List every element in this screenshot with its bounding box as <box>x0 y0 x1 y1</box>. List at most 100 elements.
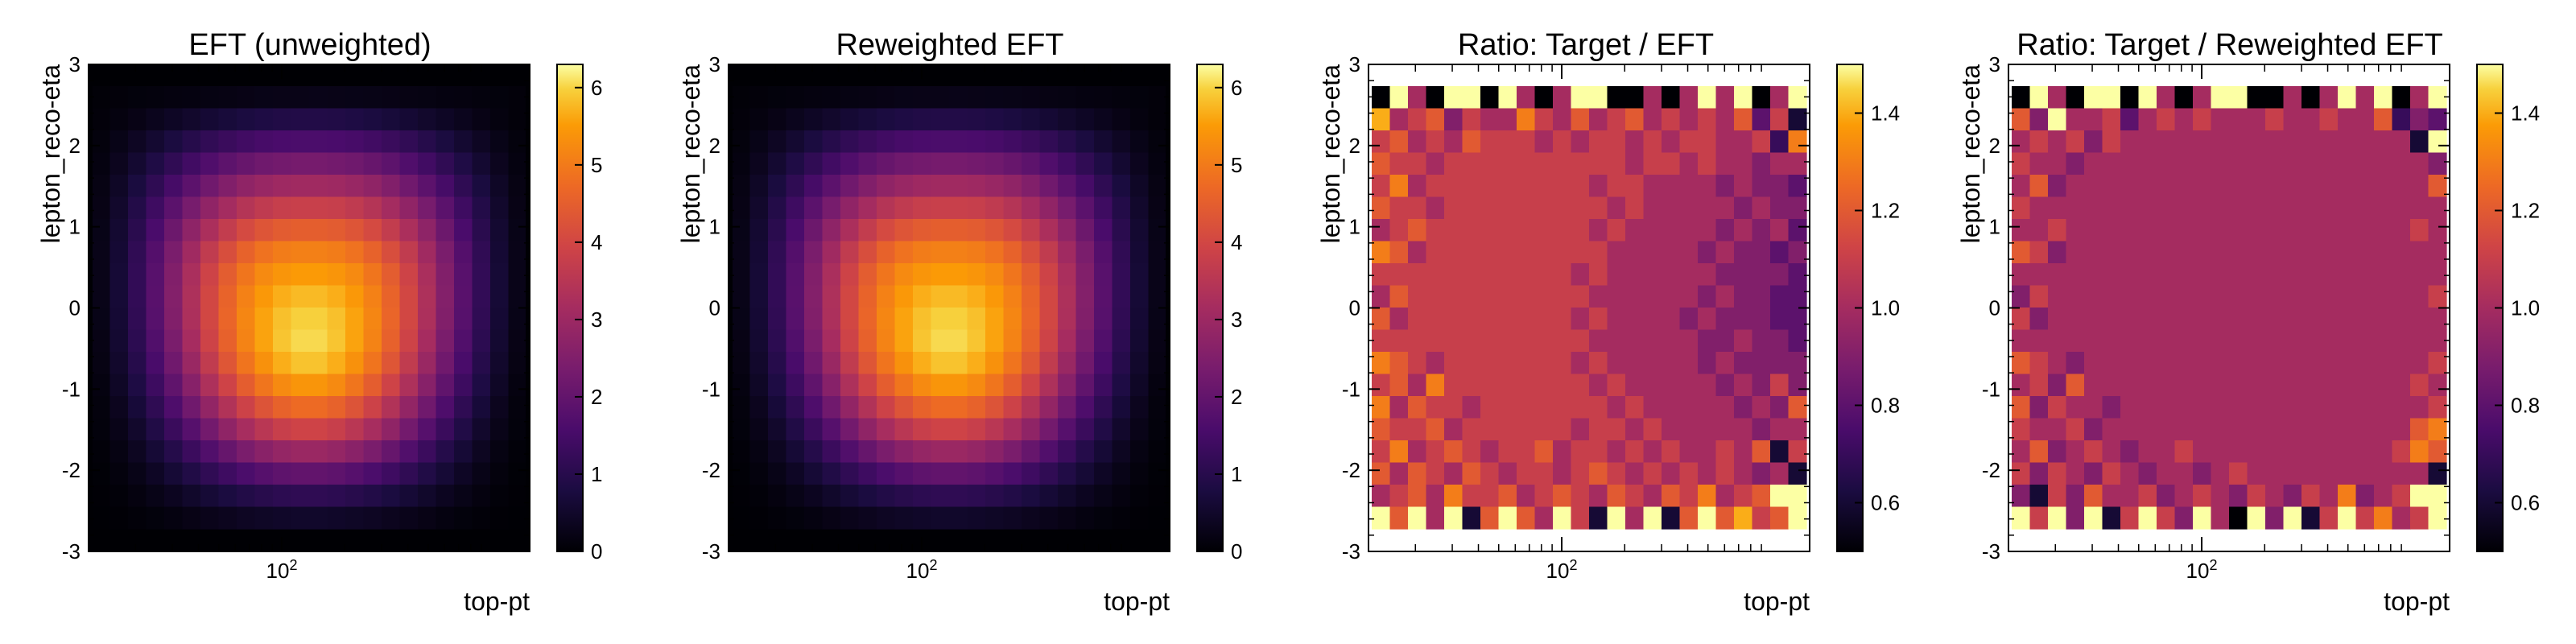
heatmap-cell <box>146 308 165 331</box>
heatmap-cell <box>1408 352 1427 375</box>
heatmap-cell <box>2138 285 2157 308</box>
heatmap-cell <box>2283 374 2302 397</box>
colorbar-tick-label: 4 <box>1231 230 1242 254</box>
heatmap-cell <box>2229 241 2248 264</box>
heatmap-cell <box>985 462 1005 485</box>
heatmap-cell <box>1679 285 1699 308</box>
heatmap-cell <box>2120 352 2140 375</box>
heatmap-cell <box>2247 196 2266 220</box>
heatmap-cell <box>128 241 147 264</box>
heatmap-cell <box>1408 241 1427 264</box>
heatmap-cell <box>254 462 274 485</box>
heatmap-cell <box>2410 241 2429 264</box>
heatmap-cell <box>1094 285 1113 308</box>
heatmap-cell <box>109 152 129 175</box>
x-tick-label: 102 <box>266 557 298 583</box>
heatmap-cell <box>2120 152 2140 175</box>
heatmap-cell <box>1788 108 1807 131</box>
heatmap-cell <box>128 462 147 485</box>
heatmap-cell <box>2283 263 2302 287</box>
heatmap-cell <box>1571 285 1590 308</box>
heatmap-cell <box>1517 175 1536 198</box>
heatmap-cell <box>309 86 328 109</box>
heatmap-cell <box>804 263 824 287</box>
heatmap-cell <box>237 175 256 198</box>
heatmap-cell <box>1517 285 1536 308</box>
heatmap-cell <box>1643 263 1662 287</box>
heatmap-cell <box>454 329 473 353</box>
heatmap-cell <box>768 308 787 331</box>
heatmap-cell <box>109 175 129 198</box>
heatmap-cell <box>749 152 769 175</box>
heatmap-cell <box>418 86 437 109</box>
heatmap-cell <box>1589 462 1608 485</box>
heatmap-cell <box>2120 329 2140 353</box>
heatmap-cell <box>128 86 147 109</box>
heatmap-cell <box>822 374 841 397</box>
heatmap-cell <box>1571 263 1590 287</box>
heatmap-cell <box>1607 308 1626 331</box>
heatmap-cell <box>436 152 455 175</box>
heatmap-cell <box>768 440 787 464</box>
heatmap-cell <box>1589 329 1608 353</box>
heatmap-cell <box>1571 108 1590 131</box>
heatmap-cell <box>2374 152 2393 175</box>
heatmap-cell <box>1498 108 1517 131</box>
heatmap-cell <box>472 108 491 131</box>
heatmap-cell <box>804 418 824 441</box>
heatmap-cell <box>2138 440 2157 464</box>
panel-ratio-target-reweighted: Ratio: Target / Reweighted EFT -3-2-1012… <box>1956 28 2540 616</box>
heatmap-cell <box>1094 485 1113 508</box>
heatmap-cell <box>418 396 437 419</box>
heatmap-cell <box>894 219 914 242</box>
heatmap-cell <box>1426 462 1445 485</box>
heatmap-cell <box>1372 374 1391 397</box>
heatmap-cell <box>382 462 401 485</box>
heatmap-cell <box>2229 152 2248 175</box>
heatmap-cell <box>2247 241 2266 264</box>
heatmap-cell <box>309 308 328 331</box>
heatmap-cell <box>128 352 147 375</box>
heatmap-cell <box>291 108 310 131</box>
heatmap-cell <box>2355 263 2375 287</box>
heatmap-cell <box>2066 175 2085 198</box>
heatmap-cell <box>1408 130 1427 154</box>
heatmap-cell <box>2355 108 2375 131</box>
heatmap-cell <box>309 462 328 485</box>
x-axis-label: top-pt <box>1104 587 1170 616</box>
heatmap-cell <box>1112 374 1131 397</box>
heatmap-cell <box>1788 196 1807 220</box>
heatmap-cell <box>1075 308 1095 331</box>
heatmap-cell <box>164 418 184 441</box>
heatmap-cell <box>2301 263 2321 287</box>
heatmap-cell <box>2029 506 2049 530</box>
heatmap-cell <box>2392 418 2411 441</box>
heatmap-cell <box>1770 485 1790 508</box>
heatmap-cell <box>1058 285 1077 308</box>
heatmap-cell <box>2157 263 2176 287</box>
heatmap-cell <box>2283 285 2302 308</box>
heatmap-cell <box>1643 374 1662 397</box>
heatmap-cell <box>2157 396 2176 419</box>
heatmap-cell <box>2247 352 2266 375</box>
heatmap-cell <box>2355 285 2375 308</box>
heatmap-cell <box>1426 285 1445 308</box>
heatmap-cell <box>1770 263 1790 287</box>
heatmap-cell <box>858 86 877 109</box>
heatmap-cell <box>508 130 527 154</box>
heatmap-cell <box>2012 108 2031 131</box>
heatmap-cell <box>1039 285 1059 308</box>
heatmap-cell <box>200 396 220 419</box>
heatmap-cell <box>2012 506 2031 530</box>
heatmap-cell <box>1553 241 1572 264</box>
heatmap-empty-band <box>729 64 1170 87</box>
heatmap-cell <box>1408 308 1427 331</box>
heatmap-cell <box>254 352 274 375</box>
heatmap-cell <box>436 396 455 419</box>
heatmap-cell <box>2174 485 2194 508</box>
heatmap-cell <box>182 329 201 353</box>
heatmap-cell <box>949 152 968 175</box>
heatmap-cell <box>1372 196 1391 220</box>
